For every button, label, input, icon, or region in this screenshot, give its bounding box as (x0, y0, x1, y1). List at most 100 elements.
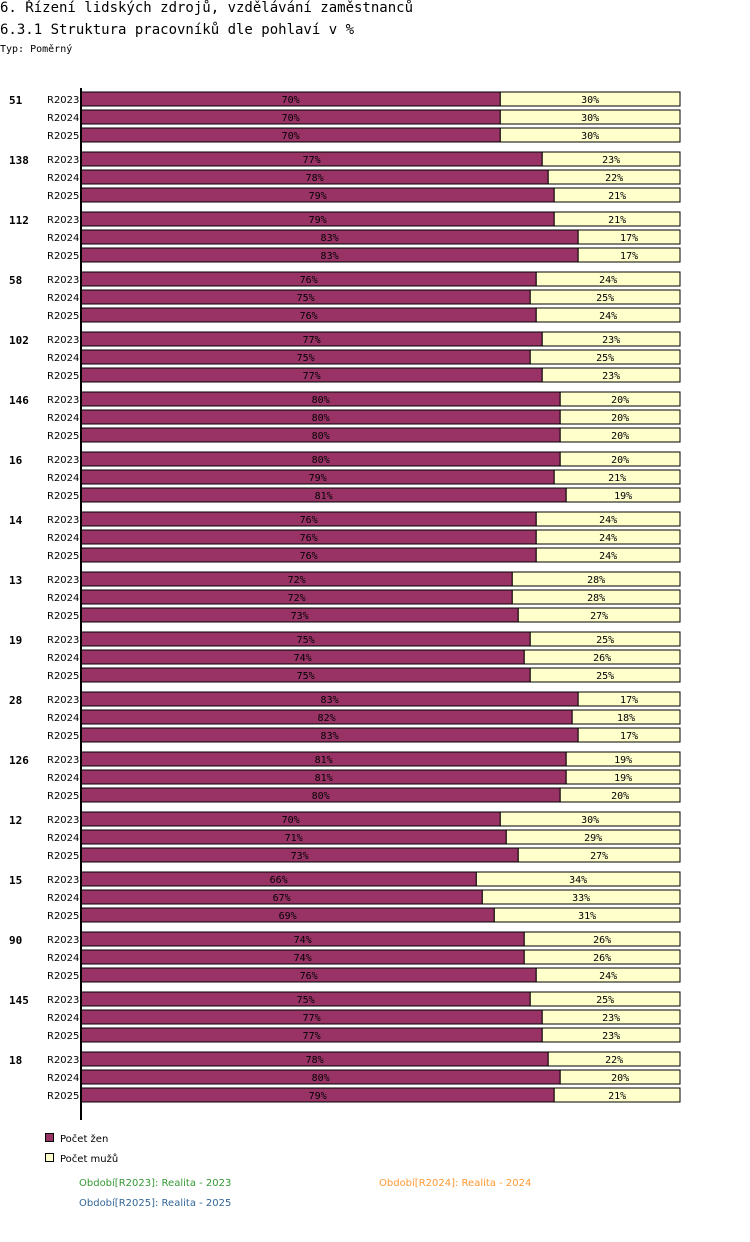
women-value-label: 75% (297, 995, 315, 1006)
period-label: R2023 (47, 815, 79, 826)
bar-men (565, 751, 681, 767)
bar-men (559, 787, 681, 803)
bar-men (523, 931, 681, 947)
period-label: R2025 (47, 971, 79, 982)
women-value-label: 83% (321, 251, 339, 262)
legend-women-label: Počet žen (60, 1134, 109, 1145)
legend-men: Počet mužů (45, 1153, 118, 1166)
bar-men (529, 289, 681, 305)
bar-men (499, 91, 681, 107)
bar-men (547, 1051, 681, 1067)
period-label: R2023 (47, 95, 79, 106)
men-value-label: 27% (590, 611, 608, 622)
period-label: R2024 (47, 413, 79, 424)
bar-men (577, 247, 681, 263)
men-value-label: 25% (596, 635, 614, 646)
period-label: R2024 (47, 773, 79, 784)
men-value-label: 24% (599, 515, 617, 526)
men-value-label: 30% (581, 131, 599, 142)
men-value-label: 21% (608, 191, 626, 202)
women-value-label: 75% (297, 353, 315, 364)
bar-men (529, 991, 681, 1007)
bar-men (577, 229, 681, 245)
men-value-label: 24% (599, 275, 617, 286)
bar-men (535, 547, 681, 563)
group-label: 18 (9, 1054, 22, 1067)
period-label: R2024 (47, 173, 79, 184)
period-label: R2025 (47, 1091, 79, 1102)
bar-men (481, 889, 681, 905)
women-value-label: 77% (303, 1031, 321, 1042)
women-value-label: 73% (291, 851, 309, 862)
men-value-label: 23% (602, 155, 620, 166)
women-value-label: 74% (294, 653, 312, 664)
bar-men (541, 331, 681, 347)
men-value-label: 26% (593, 953, 611, 964)
men-value-label: 20% (611, 431, 629, 442)
women-value-label: 75% (297, 635, 315, 646)
period-label: R2025 (47, 551, 79, 562)
bar-men (559, 451, 681, 467)
women-value-label: 80% (312, 431, 330, 442)
men-value-label: 31% (578, 911, 596, 922)
period-label: R2025 (47, 1031, 79, 1042)
group-label: 28 (9, 694, 22, 707)
page-title: 6. Řízení lidských zdrojů, vzdělávání za… (0, 0, 414, 16)
men-value-label: 29% (584, 833, 602, 844)
women-value-label: 80% (312, 395, 330, 406)
period-label: R2024 (47, 1073, 79, 1084)
men-value-label: 30% (581, 113, 599, 124)
women-value-label: 76% (300, 971, 318, 982)
women-value-label: 76% (300, 275, 318, 286)
women-value-label: 76% (300, 515, 318, 526)
group-label: 146 (9, 394, 29, 407)
period-label: R2023 (47, 275, 79, 286)
period-label: R2024 (47, 293, 79, 304)
men-value-label: 21% (608, 473, 626, 484)
period-label: R2023 (47, 1055, 79, 1066)
period-label: R2023 (47, 455, 79, 466)
men-value-label: 25% (596, 671, 614, 682)
women-value-label: 72% (288, 575, 306, 586)
bar-men (517, 847, 681, 863)
women-value-label: 79% (309, 191, 327, 202)
bar-men (493, 907, 681, 923)
women-value-label: 69% (279, 911, 297, 922)
women-value-label: 77% (303, 371, 321, 382)
women-value-label: 70% (282, 815, 300, 826)
men-value-label: 34% (569, 875, 587, 886)
women-value-label: 66% (270, 875, 288, 886)
period-label: R2025 (47, 311, 79, 322)
women-value-label: 78% (306, 173, 324, 184)
group-label: 102 (9, 334, 29, 347)
men-value-label: 19% (614, 773, 632, 784)
period-label: R2025 (47, 371, 79, 382)
chart-type-label: Typ: Poměrný (0, 44, 73, 55)
men-value-label: 26% (593, 935, 611, 946)
men-value-label: 20% (611, 791, 629, 802)
bar-men (541, 1009, 681, 1025)
bar-men (559, 409, 681, 425)
women-value-label: 70% (282, 131, 300, 142)
men-value-label: 24% (599, 311, 617, 322)
women-value-label: 74% (294, 935, 312, 946)
bar-men (553, 469, 681, 485)
period-label: R2024 (47, 953, 79, 964)
women-value-label: 73% (291, 611, 309, 622)
men-value-label: 17% (620, 695, 638, 706)
period-label: R2025 (47, 671, 79, 682)
bar-men (565, 487, 681, 503)
period-label: R2024 (47, 833, 79, 844)
bar-men (553, 211, 681, 227)
women-value-label: 79% (309, 215, 327, 226)
women-value-label: 72% (288, 593, 306, 604)
women-value-label: 75% (297, 293, 315, 304)
bar-men (529, 631, 681, 647)
women-value-label: 67% (273, 893, 291, 904)
men-value-label: 23% (602, 335, 620, 346)
bar-men (541, 367, 681, 383)
women-value-label: 74% (294, 953, 312, 964)
bar-men (511, 589, 681, 605)
women-value-label: 77% (303, 155, 321, 166)
period-label: R2025 (47, 191, 79, 202)
